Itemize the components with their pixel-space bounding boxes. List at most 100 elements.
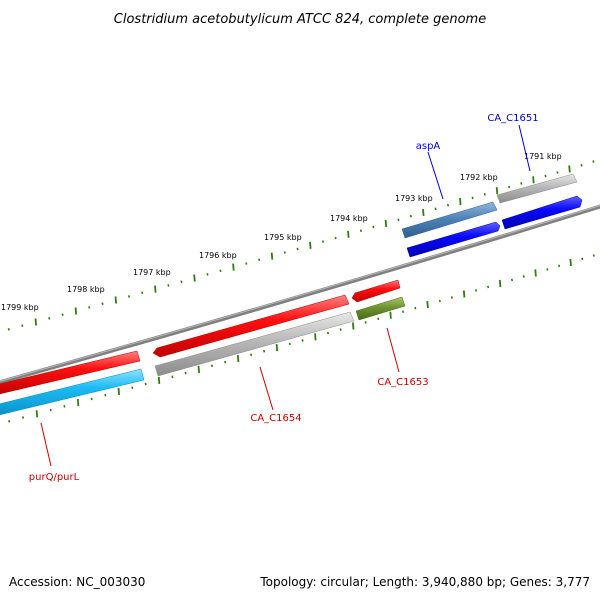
inner-tick-ring bbox=[8, 254, 595, 423]
gene-label-ca-c1654[interactable]: CA_C1654 bbox=[250, 413, 301, 424]
inner-ring-major-tick bbox=[76, 399, 80, 407]
outer-ring-minor-tick bbox=[21, 324, 24, 328]
kbp-label-1794: 1794 kbp bbox=[330, 214, 368, 223]
topology-text: Topology: circular; Length: 3,940,880 bp… bbox=[259, 575, 590, 589]
kbp-label-1796: 1796 kbp bbox=[199, 251, 237, 260]
gene-label-ca-c1653[interactable]: CA_C1653 bbox=[377, 377, 428, 388]
kbp-label-1792: 1792 kbp bbox=[460, 173, 498, 182]
gene-ca-c1651-arrow[interactable] bbox=[496, 173, 578, 204]
outer-ring-minor-tick bbox=[592, 160, 595, 163]
inner-ring-minor-tick bbox=[475, 289, 478, 292]
map-title: Clostridium acetobutylicum ATCC 824, com… bbox=[114, 12, 486, 27]
gene-red-small-arrow[interactable] bbox=[351, 279, 401, 303]
outer-ring-major-tick bbox=[74, 307, 78, 315]
inner-ring-minor-tick bbox=[339, 328, 342, 331]
inner-ring-minor-tick bbox=[104, 393, 107, 397]
outer-ring-minor-tick bbox=[206, 273, 209, 276]
genome-backbone bbox=[0, 204, 600, 385]
outer-ring-minor-tick bbox=[556, 171, 559, 174]
inner-ring-minor-tick bbox=[377, 317, 380, 321]
inner-ring-minor-tick bbox=[558, 264, 561, 268]
inner-ring-minor-tick bbox=[184, 371, 187, 375]
kbp-label-1791: 1791 kbp bbox=[524, 152, 562, 161]
inner-ring-minor-tick bbox=[288, 342, 291, 346]
outer-ring-minor-tick bbox=[508, 185, 511, 189]
leader-ca-c1654 bbox=[259, 366, 274, 411]
gene-aspa-arrow[interactable] bbox=[401, 201, 498, 239]
inner-ring-major-tick bbox=[117, 387, 120, 396]
inner-ring-major-tick bbox=[534, 269, 537, 277]
accession-text: Accession: NC_003030 bbox=[9, 575, 145, 589]
inner-ring-minor-tick bbox=[450, 296, 453, 299]
inner-ring-minor-tick bbox=[401, 310, 405, 314]
outer-ring-minor-tick bbox=[283, 251, 286, 254]
gene-ca-c1653-arrow[interactable] bbox=[355, 296, 406, 321]
inner-ring-major-tick bbox=[157, 376, 161, 384]
gene-blue-arrow-right[interactable] bbox=[501, 195, 583, 230]
outer-ring-minor-tick bbox=[127, 295, 131, 298]
outer-ring-major-tick bbox=[270, 252, 274, 260]
outer-ring-major-tick bbox=[568, 165, 571, 173]
outer-ring-minor-tick bbox=[446, 203, 450, 207]
inner-ring-major-tick bbox=[236, 354, 240, 363]
inner-ring-minor-tick bbox=[592, 254, 595, 257]
outer-ring-minor-tick bbox=[48, 316, 51, 320]
kbp-label-1795: 1795 kbp bbox=[264, 233, 302, 242]
outer-ring-minor-tick bbox=[409, 214, 412, 218]
outer-ring-minor-tick bbox=[219, 269, 222, 273]
outer-ring-minor-tick bbox=[372, 225, 375, 229]
inner-ring-minor-tick bbox=[546, 268, 549, 271]
inner-ring-major-tick bbox=[498, 279, 502, 287]
kbp-label-1798: 1798 kbp bbox=[67, 285, 105, 294]
gene-red-long-arrow[interactable] bbox=[152, 294, 350, 358]
outer-tick-ring bbox=[7, 160, 595, 331]
gene-label-ca-c1651[interactable]: CA_C1651 bbox=[487, 113, 538, 124]
outer-ring-minor-tick bbox=[544, 174, 547, 178]
inner-ring-minor-tick bbox=[131, 386, 134, 390]
gene-red-left-arrow[interactable] bbox=[0, 350, 141, 395]
gene-ca-c1654-arrow[interactable] bbox=[154, 311, 355, 377]
outer-ring-minor-tick bbox=[483, 192, 486, 196]
gene-label-purq-purl[interactable]: purQ/purL bbox=[29, 472, 80, 483]
outer-ring-major-tick bbox=[384, 219, 388, 227]
outer-ring-minor-tick bbox=[520, 182, 523, 185]
gene-purq-purl-arrow[interactable] bbox=[0, 368, 145, 416]
inner-ring-major-tick bbox=[35, 410, 39, 418]
outer-ring-minor-tick bbox=[61, 313, 64, 317]
outer-ring-major-tick bbox=[193, 274, 196, 282]
inner-ring-minor-tick bbox=[326, 331, 330, 335]
outer-ring-major-tick bbox=[422, 208, 425, 217]
gene-blue-arrow-left[interactable] bbox=[406, 221, 501, 258]
gene-label-aspa[interactable]: aspA bbox=[416, 141, 441, 152]
outer-ring-major-tick bbox=[495, 187, 499, 195]
leader-ca-c1653 bbox=[386, 327, 400, 373]
outer-ring-major-tick bbox=[114, 296, 117, 304]
inner-ring-minor-tick bbox=[364, 321, 367, 324]
leader-aspa bbox=[427, 151, 444, 200]
outer-ring-major-tick bbox=[309, 241, 312, 249]
inner-ring-minor-tick bbox=[210, 364, 214, 368]
outer-ring-minor-tick bbox=[101, 302, 104, 306]
outer-ring-minor-tick bbox=[471, 196, 474, 200]
inner-ring-minor-tick bbox=[250, 353, 253, 357]
outer-ring-major-tick bbox=[347, 230, 350, 238]
inner-ring-minor-tick bbox=[581, 257, 584, 261]
inner-ring-minor-tick bbox=[301, 339, 304, 342]
inner-ring-minor-tick bbox=[487, 285, 490, 289]
outer-ring-minor-tick bbox=[167, 284, 170, 287]
outer-ring-minor-tick bbox=[359, 229, 362, 233]
inner-ring-major-tick bbox=[275, 344, 279, 352]
inner-ring-major-tick bbox=[314, 333, 317, 341]
kbp-label-1793: 1793 kbp bbox=[395, 194, 433, 203]
outer-ring-minor-tick bbox=[334, 236, 337, 240]
outer-ring-minor-tick bbox=[7, 327, 10, 331]
outer-ring-minor-tick bbox=[434, 207, 437, 211]
outer-ring-minor-tick bbox=[180, 280, 183, 284]
outer-ring-minor-tick bbox=[296, 247, 299, 251]
leader-ca-c1651 bbox=[518, 124, 531, 172]
inner-ring-minor-tick bbox=[144, 382, 147, 386]
inner-ring-minor-tick bbox=[438, 299, 441, 303]
backbone-highlight bbox=[0, 205, 600, 382]
outer-ring-major-tick bbox=[532, 176, 535, 184]
